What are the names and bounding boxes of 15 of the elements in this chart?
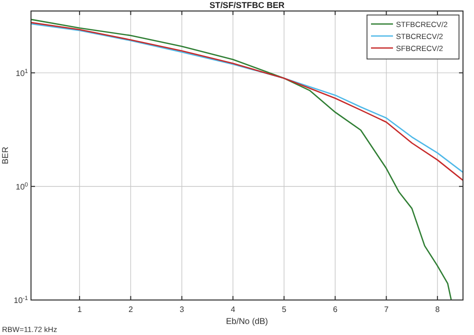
x-axis-title: Eb/No (dB) [226, 316, 268, 326]
x-tick-label: 8 [435, 305, 440, 314]
x-tick-label: 4 [230, 305, 236, 314]
y-tick-label: 10$^{-1}$ [14, 295, 29, 305]
x-tick-label: 3 [180, 305, 185, 314]
x-tick-label: 2 [128, 305, 134, 314]
line-series [31, 18, 452, 300]
y-tick-label: 10$^{1}$ [16, 68, 29, 78]
x-tick-label: 6 [332, 305, 338, 314]
x-tick-label: 5 [282, 305, 287, 314]
x-tick-label: 1 [77, 305, 82, 314]
chart-title: ST/SF/STFBC BER [209, 0, 285, 10]
x-tick-label: 7 [384, 305, 390, 314]
y-tick-label: 10$^{0}$ [16, 181, 29, 192]
y-axis-title: BER [0, 146, 10, 164]
